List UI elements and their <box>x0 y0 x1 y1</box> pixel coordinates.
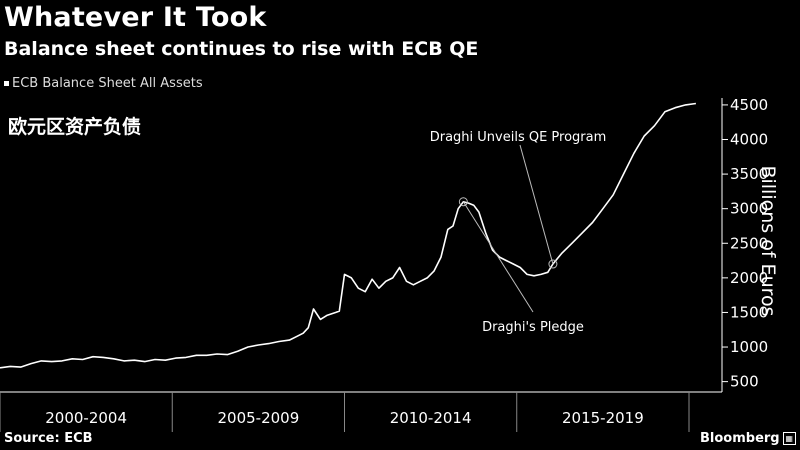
annotation-marker <box>458 197 468 207</box>
y-tick-label: 2500 <box>730 234 768 252</box>
y-tick-label: 1000 <box>730 338 768 356</box>
y-tick-label: 3500 <box>730 165 768 183</box>
x-tick-label: 2005-2009 <box>217 409 299 427</box>
x-axis: 2000-2004 2005-2009 2010-2014 2015-2019 <box>0 391 722 432</box>
annotation-marker <box>548 259 558 269</box>
chart-subtitle: Balance sheet continues to rise with ECB… <box>4 38 479 60</box>
series-layer <box>0 102 697 369</box>
y-tick-label: 500 <box>730 373 759 391</box>
x-tick-label: 2000-2004 <box>45 409 127 427</box>
annotation-leader <box>462 201 534 313</box>
source-note: Source: ECB <box>4 431 93 446</box>
annotation-label: Draghi Unveils QE Program <box>430 130 607 145</box>
y-axis: 500 1000 1500 2000 2500 3000 3500 4000 4500 <box>721 96 768 392</box>
brand-name: Bloomberg <box>700 431 780 446</box>
bloomberg-icon: ▦ <box>782 432 796 445</box>
y-tick-label: 4500 <box>730 96 768 114</box>
annotation-label: Draghi's Pledge <box>482 320 584 335</box>
x-tick-label: 2010-2014 <box>390 409 472 427</box>
annotation-layer: Draghi Unveils QE Program Draghi's Pledge <box>430 130 607 335</box>
chart-title: Whatever It Took <box>4 2 267 33</box>
brand-logo: Bloomberg ▦ <box>700 431 796 446</box>
legend-label: ECB Balance Sheet All Assets <box>12 76 203 91</box>
legend: ECB Balance Sheet All Assets <box>4 76 203 91</box>
legend-swatch <box>4 81 9 86</box>
series-line <box>0 102 697 369</box>
y-tick-label: 1500 <box>730 303 768 321</box>
annotation-leader <box>519 144 554 265</box>
y-tick-label: 3000 <box>730 200 768 218</box>
y-tick-label: 2000 <box>730 269 768 287</box>
y-tick-label: 4000 <box>730 131 768 149</box>
chinese-caption: 欧元区资产负债 <box>8 116 142 138</box>
x-tick-label: 2015-2019 <box>562 409 644 427</box>
